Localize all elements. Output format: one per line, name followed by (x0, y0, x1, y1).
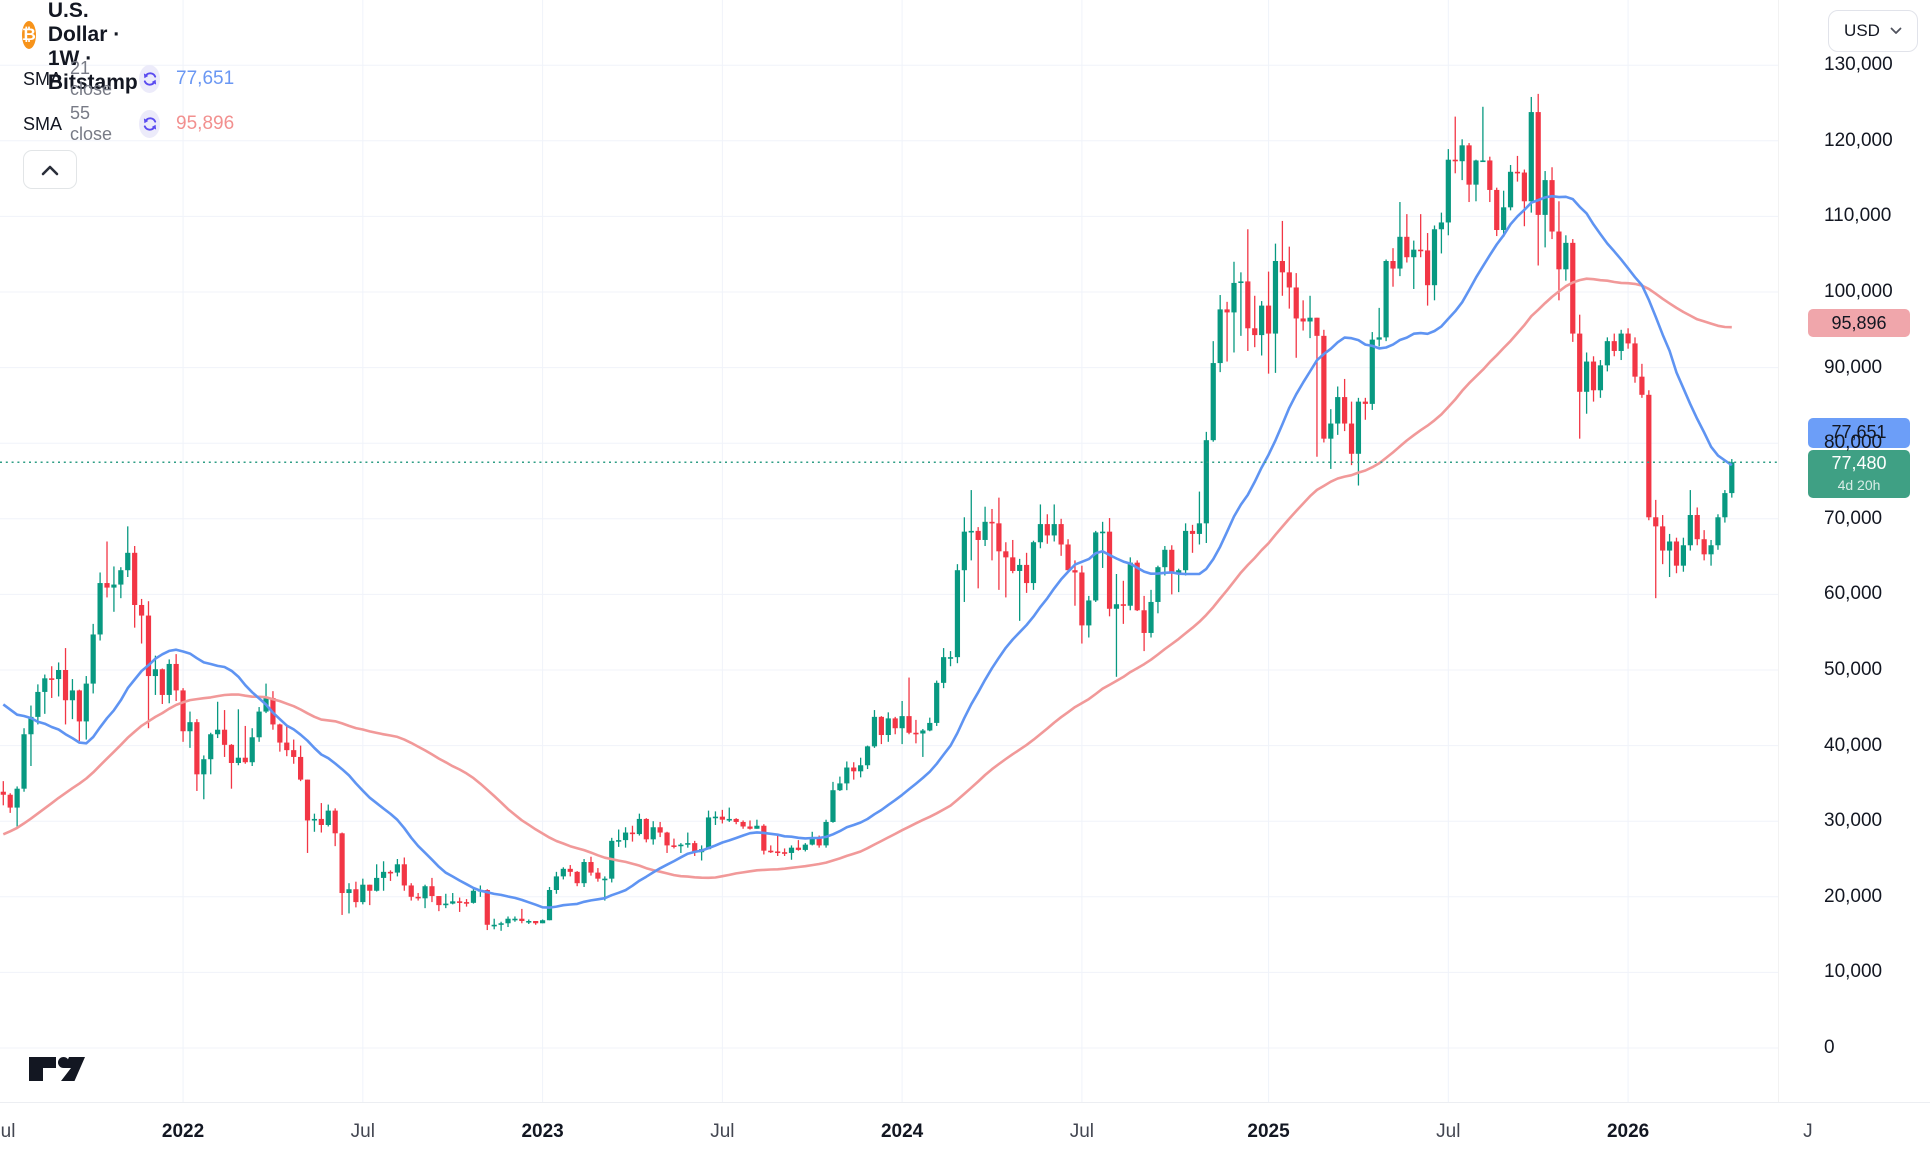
sma55-price-badge-value: 95,896 (1831, 313, 1887, 334)
last-price-badge: 77,480 4d 20h (1808, 450, 1910, 499)
x-axis-label: Jul (350, 1121, 375, 1142)
x-axis-label: 2022 (161, 1121, 205, 1142)
y-axis-label: 30,000 (1824, 810, 1883, 832)
sma21-line (2, 194, 1733, 909)
indicator-row-sma55[interactable]: SMA 55 close 95,896 (23, 103, 235, 144)
currency-selector[interactable]: USD (1828, 10, 1918, 52)
price-axis[interactable]: 95,896 77,651 77,480 4d 20h 130,000 120,0… (1778, 0, 1930, 1102)
indicator-value: 95,896 (176, 113, 235, 134)
gridlines (0, 0, 1778, 1102)
indicator-row-sma21[interactable]: SMA 21 close 77,651 (23, 58, 235, 99)
y-axis-label: 90,000 (1824, 356, 1883, 378)
candlestick-chart[interactable] (0, 0, 1778, 1102)
sma55-price-badge: 95,896 (1808, 309, 1910, 338)
indicator-params: 55 close (70, 103, 113, 144)
y-axis-label: 10,000 (1824, 961, 1883, 983)
y-axis-label: 40,000 (1824, 734, 1883, 756)
indicator-name: SMA (23, 113, 63, 134)
time-axis[interactable]: Jul 2022 Jul 2023 Jul 2024 Jul 2025 Jul 2026 J (0, 1102, 1930, 1165)
tradingview-logo[interactable] (27, 1054, 87, 1084)
indicator-params: 21 close (70, 58, 113, 99)
candles (0, 93, 1735, 931)
refresh-icon[interactable] (139, 65, 161, 93)
sma21-price-badge: 77,651 (1808, 418, 1910, 449)
y-axis-label: 100,000 (1824, 281, 1893, 302)
refresh-icon[interactable] (139, 110, 161, 138)
chevron-down-icon (1890, 27, 1902, 34)
x-axis-label: Jul (0, 1121, 16, 1142)
sma55-line (2, 277, 1732, 880)
sma21-price-badge-value: 77,651 (1831, 422, 1887, 443)
x-axis-label: Jul (1069, 1121, 1095, 1142)
currency-value: USD (1844, 21, 1880, 40)
x-axis-label: J (1803, 1121, 1813, 1142)
y-axis-label: 110,000 (1824, 205, 1892, 227)
y-axis-label: 50,000 (1824, 659, 1883, 680)
x-axis-label: 2024 (880, 1121, 924, 1142)
symbol-title: Bitcoin / U.S. Dollar · 1W · Bitstamp (47, 0, 138, 94)
indicator-value: 77,651 (176, 68, 235, 89)
x-axis-label: 2026 (1606, 1121, 1650, 1142)
y-axis-label: 80,000 (1824, 432, 1883, 454)
x-axis-label: Jul (710, 1121, 735, 1142)
y-axis-label: 60,000 (1824, 583, 1883, 605)
y-axis-label: 0 (1824, 1037, 1835, 1058)
y-axis-label: 120,000 (1824, 129, 1893, 151)
x-axis-label: 2023 (521, 1121, 564, 1142)
x-axis-label: 2025 (1247, 1121, 1290, 1142)
bitcoin-icon: ₿ (22, 21, 36, 49)
collapse-legend-button[interactable] (23, 150, 77, 189)
last-price-value: 77,480 (1831, 453, 1887, 474)
x-axis-label: Jul (1436, 1121, 1461, 1142)
y-axis-label: 130,000 (1824, 54, 1893, 76)
y-axis-label: 70,000 (1824, 507, 1883, 529)
bar-countdown: 4d 20h (1837, 477, 1881, 494)
indicator-name: SMA (23, 68, 63, 89)
symbol-title-row[interactable]: ₿ Bitcoin / U.S. Dollar · 1W · Bitstamp (22, 0, 152, 94)
y-axis-label: 20,000 (1824, 885, 1883, 907)
chevron-up-icon (41, 165, 59, 175)
